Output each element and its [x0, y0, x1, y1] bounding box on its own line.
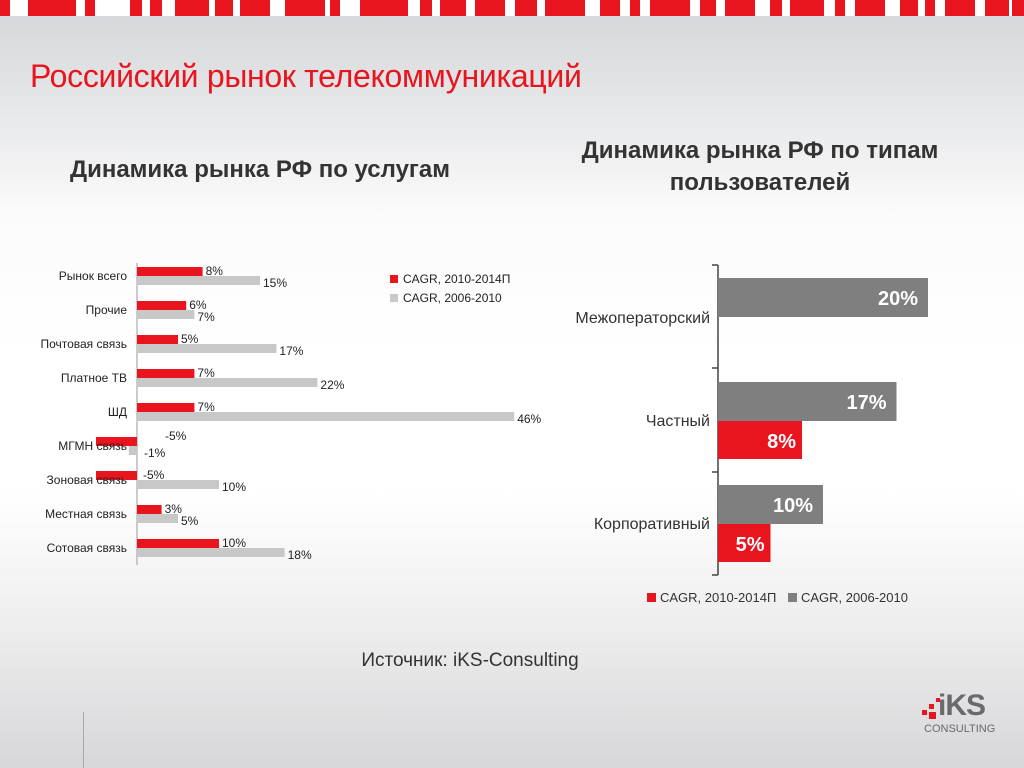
services-category-label: ШД	[108, 405, 127, 419]
services-bar-2010-2014	[137, 369, 195, 378]
services-category-label: Платное ТВ	[61, 371, 127, 385]
services-bar-2006-2010	[137, 344, 277, 353]
services-category-label: Сотовая связь	[47, 541, 127, 555]
services-category-label: МГМН связь	[58, 439, 127, 453]
services-value-label: -5%	[165, 429, 187, 443]
slide-title: Российский рынок телекоммуникаций	[30, 58, 582, 94]
user-types-value-label: 10%	[773, 495, 813, 517]
user-types-bar-2010-2014	[718, 421, 802, 459]
services-legend-swatch-2010-2014	[390, 275, 398, 283]
services-value-label: 7%	[197, 400, 215, 414]
services-category-label: Местная связь	[45, 507, 127, 521]
services-value-label: 5%	[181, 514, 199, 528]
user-types-legend-label: CAGR, 2010-2014П	[660, 590, 776, 605]
user-types-bar-chart: Межоператорский 20% Частный 17% 8% Корпоратив…	[575, 264, 928, 605]
services-bar-2010-2014	[137, 539, 219, 548]
services-chart-title: Динамика рынка РФ по услугам	[69, 156, 451, 183]
services-value-label: 15%	[263, 276, 287, 290]
services-value-label: 8%	[206, 264, 224, 278]
services-bar-2006-2010	[137, 412, 515, 421]
user-types-legend-swatch-2010-2014	[647, 593, 656, 602]
services-category-label: Почтовая связь	[40, 337, 127, 351]
user-types-bar-2006-2010	[718, 485, 823, 524]
services-legend-label: CAGR, 2006-2010	[403, 291, 502, 305]
services-value-label: 17%	[279, 344, 303, 358]
services-category-label: Зоновая связь	[47, 473, 127, 487]
services-value-label: 10%	[222, 536, 246, 550]
iks-consulting-logo: iKS CONSULTING	[922, 689, 996, 740]
services-bar-2006-2010	[137, 276, 260, 285]
user-types-bar-2010-2014	[718, 524, 771, 562]
user-types-bar-2006-2010	[718, 278, 928, 317]
services-value-label: 7%	[197, 310, 215, 324]
source-note: Источник: iKS-Consulting	[361, 650, 579, 671]
services-bar-2010-2014	[137, 505, 162, 514]
services-legend-swatch-2006-2010	[390, 294, 398, 302]
services-value-label: 10%	[222, 480, 246, 494]
user-types-category-label: Корпоративный	[594, 516, 710, 533]
user-types-category-label: Частный	[646, 413, 710, 430]
services-bar-2006-2010	[137, 548, 285, 557]
services-category-label: Прочие	[86, 303, 128, 317]
services-bar-2006-2010	[128, 446, 137, 455]
user-types-legend-swatch-2006-2010	[788, 593, 797, 602]
services-category-label: Рынок всего	[59, 269, 128, 283]
services-bar-2010-2014	[96, 437, 137, 446]
services-bar-2006-2010	[137, 310, 195, 319]
services-value-label: 5%	[181, 332, 199, 346]
services-bar-2010-2014	[96, 471, 137, 480]
user-types-value-label: 17%	[846, 392, 886, 414]
user-types-bar-2006-2010	[718, 382, 897, 421]
services-legend-label: CAGR, 2010-2014П	[403, 272, 510, 286]
services-value-label: 6%	[189, 298, 207, 312]
services-bar-2006-2010	[137, 514, 178, 523]
services-value-label: 18%	[288, 548, 312, 562]
services-value-label: 46%	[517, 412, 541, 426]
services-bar-2010-2014	[137, 267, 203, 276]
services-bar-chart: Рынок всего 8%15%Прочие 6%7%Почтовая связь…	[40, 263, 542, 565]
logo-wordmark: iKS	[938, 689, 986, 722]
top-decorative-stripe	[0, 0, 1024, 16]
services-bar-2006-2010	[137, 378, 318, 387]
logo-subtext: CONSULTING	[924, 723, 996, 735]
user-types-value-label: 8%	[767, 431, 796, 453]
services-bar-2010-2014	[137, 335, 178, 344]
services-value-label: -5%	[143, 468, 165, 482]
footer-divider	[83, 712, 84, 768]
services-bar-2006-2010	[137, 480, 219, 489]
services-value-label: 7%	[197, 366, 215, 380]
services-bar-2010-2014	[137, 301, 187, 310]
user-types-category-label: Межоператорский	[575, 310, 710, 327]
services-value-label: 3%	[165, 502, 183, 516]
services-value-label: 22%	[320, 378, 344, 392]
services-value-label: -1%	[144, 446, 166, 460]
user-types-value-label: 5%	[736, 534, 765, 556]
user-types-legend-label: CAGR, 2006-2010	[801, 590, 908, 605]
user-types-chart-title: Динамика рынка РФ по типам пользователей	[581, 137, 939, 196]
user-types-value-label: 20%	[878, 288, 918, 310]
services-bar-2010-2014	[137, 403, 195, 412]
